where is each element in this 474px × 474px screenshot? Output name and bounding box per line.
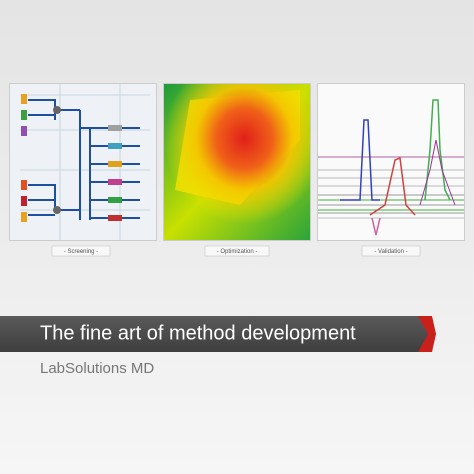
plaques: - Screening - - Optimization - - Validat…	[51, 245, 421, 257]
validation-frame	[317, 83, 465, 241]
vials	[21, 94, 122, 222]
frame-label: - Validation -	[374, 249, 407, 255]
frame-label: - Screening -	[64, 249, 98, 255]
screening-frame	[9, 83, 157, 241]
optimization-frame	[163, 83, 311, 241]
frame-label: - Optimization -	[217, 249, 258, 255]
banner-title: The fine art of method development	[40, 322, 356, 344]
banner: The fine art of method development LabSo…	[0, 316, 436, 377]
banner-subtitle: LabSolutions MD	[40, 360, 154, 377]
